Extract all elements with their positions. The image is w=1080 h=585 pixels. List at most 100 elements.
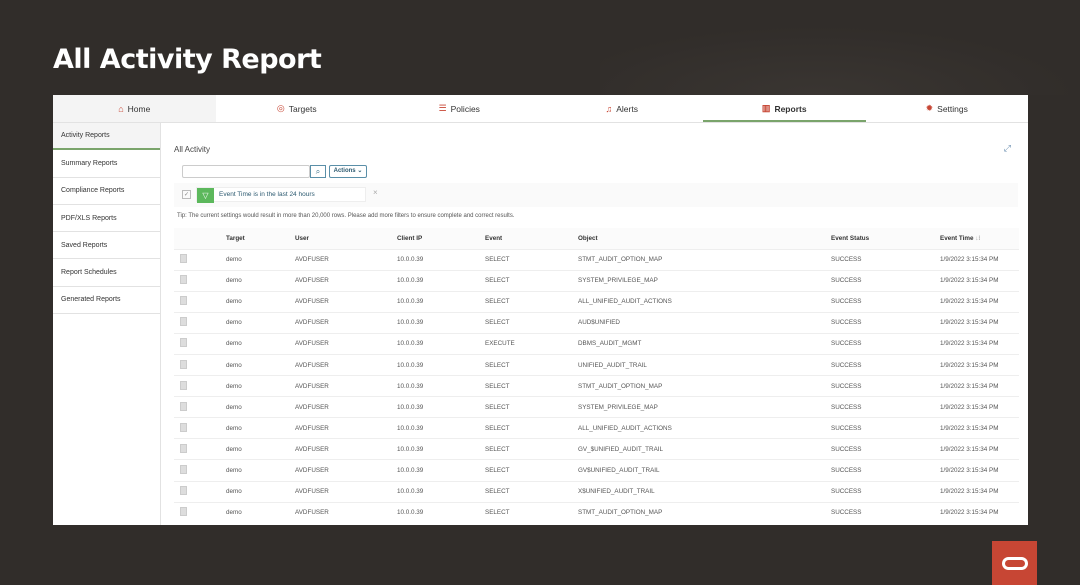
table-cell: ALL_UNIFIED_AUDIT_ACTIONS	[578, 417, 831, 439]
table-row[interactable]: demo AVDFUSER 10.0.0.39 SELECT STMT_AUDIT_OP…	[174, 375, 1019, 397]
table-cell: SELECT	[485, 459, 578, 482]
document-icon[interactable]	[180, 254, 187, 264]
sidebar-item-activity-reports[interactable]: Activity Reports	[53, 123, 160, 151]
sidebar-item-generated-reports[interactable]: Generated Reports	[53, 287, 160, 315]
search-button[interactable]: ⌕	[310, 165, 326, 178]
table-cell: demo	[226, 501, 295, 524]
tab-targets[interactable]: ◎ Targets	[216, 95, 379, 122]
table-row[interactable]: demo AVDFUSER 10.0.0.39 SELECT AUD$UNIFIED SU…	[174, 311, 1019, 334]
table-cell: AVDFUSER	[295, 269, 397, 292]
actions-button[interactable]: Actions ⌄	[329, 165, 367, 178]
document-icon[interactable]	[180, 296, 187, 306]
tab-home[interactable]: ⌂ Home	[53, 95, 216, 122]
search-input[interactable]	[182, 165, 310, 178]
table-row[interactable]: demo AVDFUSER 10.0.0.39 SELECT GV_$UNIFIED_A…	[174, 438, 1019, 460]
table-row[interactable]: demo AVDFUSER 10.0.0.39 SELECT SYSTEM_PRIVIL…	[174, 396, 1019, 418]
column-header[interactable]: Event	[485, 228, 578, 249]
sidebar-item-pdf-xls-reports[interactable]: PDF/XLS Reports	[53, 205, 160, 233]
table-cell: demo	[226, 459, 295, 482]
table-row[interactable]: demo AVDFUSER 10.0.0.39 SELECT GV$UNIFIED_AU…	[174, 459, 1019, 482]
column-header[interactable]: Client IP	[397, 228, 485, 249]
document-icon[interactable]	[180, 317, 187, 327]
table-cell: SUCCESS	[831, 248, 940, 271]
table-row[interactable]: demo AVDFUSER 10.0.0.39 SELECT ALL_UNIFIED_A…	[174, 417, 1019, 439]
tab-policies[interactable]: ☰ Policies	[378, 95, 541, 122]
table-cell: AVDFUSER	[295, 375, 397, 397]
remove-filter-icon[interactable]: ×	[373, 188, 378, 197]
table-cell: 1/9/2022 3:15:34 PM	[940, 375, 1019, 397]
table-cell: 10.0.0.39	[397, 417, 485, 439]
table-cell: SUCCESS	[831, 417, 940, 439]
document-icon[interactable]	[180, 486, 187, 496]
column-header[interactable]: Target	[226, 228, 295, 249]
table-cell: SELECT	[485, 311, 578, 334]
table-row[interactable]: demo AVDFUSER 10.0.0.39 SELECT X$UNIFIED_AUD…	[174, 480, 1019, 503]
document-icon[interactable]	[180, 507, 187, 517]
table-cell: SELECT	[485, 438, 578, 460]
table-cell: 10.0.0.39	[397, 248, 485, 271]
document-icon[interactable]	[180, 443, 187, 453]
table-cell: GV$UNIFIED_AUDIT_TRAIL	[578, 459, 831, 482]
table-cell: 1/9/2022 3:15:34 PM	[940, 290, 1019, 313]
table-row[interactable]: demo AVDFUSER 10.0.0.39 SELECT STMT_AUDIT_OP…	[174, 501, 1019, 524]
document-icon[interactable]	[180, 359, 187, 369]
document-icon[interactable]	[180, 401, 187, 411]
search-icon: ⌕	[315, 167, 321, 176]
target-icon: ◎	[276, 103, 285, 113]
filter-bar: ✓ ▽ Event Time is in the last 24 hours ×	[174, 183, 1018, 207]
table-cell: SYSTEM_PRIVILEGE_MAP	[578, 269, 831, 292]
filter-pill[interactable]: ▽ Event Time is in the last 24 hours	[196, 187, 366, 203]
expand-icon[interactable]: ⤢	[1003, 143, 1011, 153]
column-header[interactable]: Event Status	[831, 228, 940, 249]
table-cell: demo	[226, 332, 295, 355]
decorative-pattern	[600, 25, 1080, 95]
table-cell: DBMS_AUDIT_MGMT	[578, 332, 831, 355]
column-header[interactable]: Event Time ↓⁝	[940, 228, 1019, 249]
table-cell: 10.0.0.39	[397, 290, 485, 313]
table-row[interactable]: demo AVDFUSER 10.0.0.39 EXECUTE DBMS_AUDIT_M…	[174, 332, 1019, 355]
table-row[interactable]: demo AVDFUSER 10.0.0.39 SELECT STMT_AUDIT_OP…	[174, 248, 1019, 271]
table-cell: 1/9/2022 3:15:34 PM	[940, 501, 1019, 524]
tab-reports[interactable]: ▥ Reports	[703, 95, 866, 122]
table-cell: 1/9/2022 3:15:34 PM	[940, 480, 1019, 503]
tab-label: Home	[127, 103, 151, 114]
table-cell: STMT_AUDIT_OPTION_MAP	[578, 501, 831, 524]
table-cell: ALL_UNIFIED_AUDIT_ACTIONS	[578, 290, 831, 313]
sidebar-item-compliance-reports[interactable]: Compliance Reports	[53, 178, 160, 205]
table-row[interactable]: demo AVDFUSER 10.0.0.39 SELECT ALL_UNIFIED_A…	[174, 290, 1019, 313]
table-cell: 1/9/2022 3:15:34 PM	[940, 353, 1019, 376]
header-label: Target	[226, 234, 245, 242]
table-row[interactable]: demo AVDFUSER 10.0.0.39 SELECT SYSTEM_PRIVIL…	[174, 269, 1019, 292]
filter-checkbox[interactable]: ✓	[182, 190, 191, 199]
table-cell: 1/9/2022 3:15:34 PM	[940, 459, 1019, 482]
column-header[interactable]	[174, 228, 226, 249]
column-header[interactable]: User	[295, 228, 397, 249]
document-icon[interactable]	[180, 338, 187, 348]
table-row[interactable]: demo AVDFUSER 10.0.0.39 SELECT UNIFIED_AUDIT…	[174, 353, 1019, 376]
column-header[interactable]: Object	[578, 228, 831, 249]
document-icon[interactable]	[180, 422, 187, 432]
table-cell: 10.0.0.39	[397, 438, 485, 460]
table-cell: SUCCESS	[831, 311, 940, 334]
sidebar-item-saved-reports[interactable]: Saved Reports	[53, 232, 160, 260]
table-cell: SELECT	[485, 353, 578, 376]
slide-title: All Activity Report	[53, 44, 322, 75]
document-icon[interactable]	[180, 380, 187, 390]
table-cell: 10.0.0.39	[397, 353, 485, 376]
tab-settings[interactable]: ✹ Settings	[866, 95, 1029, 122]
table-cell: 10.0.0.39	[397, 480, 485, 503]
table-cell: AUD$UNIFIED	[578, 311, 831, 334]
sidebar-item-report-schedules[interactable]: Report Schedules	[53, 259, 160, 287]
sort-desc-icon[interactable]: ↓⁝	[975, 234, 981, 242]
sidebar-item-summary-reports[interactable]: Summary Reports	[53, 150, 160, 178]
tab-label: Policies	[450, 103, 480, 114]
table-cell: AVDFUSER	[295, 290, 397, 313]
table-cell: demo	[226, 290, 295, 313]
table-cell: SUCCESS	[831, 501, 940, 524]
document-icon[interactable]	[180, 275, 187, 285]
table-cell: AVDFUSER	[295, 353, 397, 376]
document-icon[interactable]	[180, 464, 187, 474]
table-cell: EXECUTE	[485, 332, 578, 355]
tab-alerts[interactable]: ♫ Alerts	[541, 95, 704, 122]
table-cell: GV_$UNIFIED_AUDIT_TRAIL	[578, 438, 831, 460]
